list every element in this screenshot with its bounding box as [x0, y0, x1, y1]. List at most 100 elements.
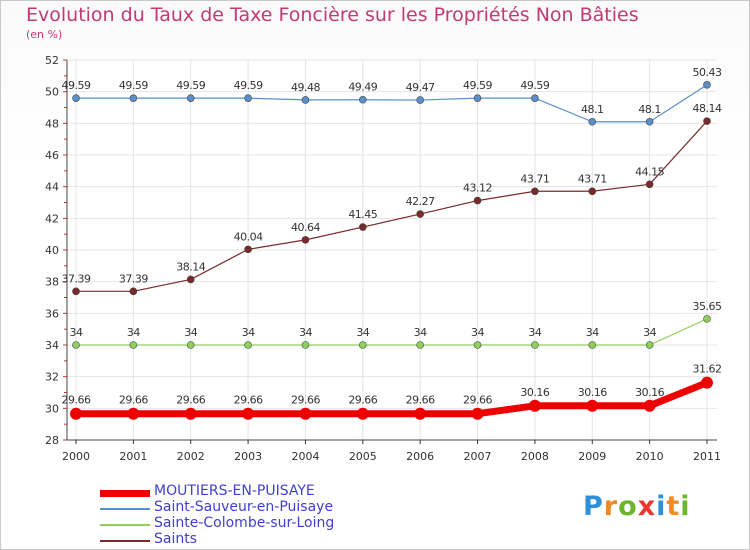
data-label: 30.16: [578, 386, 607, 399]
x-tick-label: 2008: [521, 450, 549, 463]
data-label: 48.1: [581, 103, 604, 116]
legend-label: Sainte-Colombe-sur-Loing: [154, 515, 335, 531]
data-label: 31.62: [693, 363, 722, 376]
data-label: 34: [70, 326, 83, 339]
data-point: [356, 407, 369, 420]
data-point: [703, 81, 711, 89]
data-label: 29.66: [406, 394, 435, 407]
y-tick-label: 38: [45, 276, 59, 289]
data-label: 49.47: [406, 81, 435, 94]
data-label: 34: [528, 326, 541, 339]
data-label: 49.49: [348, 81, 377, 94]
data-point: [416, 96, 424, 104]
legend-label: MOUTIERS-EN-PUISAYE: [154, 483, 315, 499]
data-label: 43.71: [578, 172, 607, 185]
data-label: 29.66: [234, 394, 263, 407]
data-label: 29.66: [291, 394, 320, 407]
data-label: 37.39: [62, 272, 91, 285]
data-point: [70, 407, 82, 420]
logo-letter: t: [666, 491, 681, 522]
data-label: 38.14: [176, 260, 205, 273]
data-label: 34: [471, 326, 484, 339]
x-tick-label: 2010: [636, 450, 664, 463]
x-tick-label: 2001: [119, 450, 147, 463]
data-label: 42.27: [406, 195, 435, 208]
logo-letter: r: [603, 491, 619, 522]
legend-swatch: [100, 540, 150, 542]
data-point: [473, 341, 482, 349]
y-tick-label: 42: [45, 212, 59, 225]
data-point: [301, 236, 310, 244]
data-point: [588, 117, 597, 126]
y-tick-label: 40: [45, 244, 59, 257]
series-line: [72, 379, 711, 418]
data-point: [645, 180, 654, 189]
data-point: [531, 187, 539, 196]
data-point: [244, 245, 252, 254]
data-label: 49.59: [520, 79, 549, 92]
data-point: [186, 94, 195, 102]
legend-swatch: [100, 524, 150, 526]
data-label: 29.66: [62, 394, 91, 407]
data-label: 40.64: [291, 221, 320, 234]
data-label: 34: [356, 326, 369, 339]
data-point: [129, 341, 138, 349]
data-point: [186, 275, 195, 284]
data-label: 29.66: [348, 394, 377, 407]
data-point: [186, 341, 195, 349]
data-label: 34: [586, 326, 599, 339]
data-point: [242, 407, 255, 420]
logo-letter: o: [618, 491, 638, 522]
data-point: [643, 399, 656, 412]
data-label: 49.48: [291, 81, 320, 94]
data-label: 30.16: [635, 386, 664, 399]
data-point: [244, 341, 252, 349]
y-tick-label: 34: [45, 339, 59, 352]
data-point: [473, 196, 482, 205]
y-tick-label: 52: [45, 54, 59, 67]
x-tick-label: 2004: [291, 450, 319, 463]
data-point: [703, 315, 711, 323]
data-point: [531, 94, 539, 102]
x-tick-label: 2003: [234, 450, 262, 463]
legend-label: Saint-Sauveur-en-Puisaye: [154, 499, 334, 515]
y-tick-label: 36: [45, 307, 59, 320]
data-label: 44.15: [635, 165, 664, 178]
data-label: 29.66: [463, 394, 492, 407]
data-label: 49.59: [234, 79, 263, 92]
data-point: [588, 187, 597, 196]
data-point: [528, 399, 541, 412]
data-point: [588, 341, 597, 349]
data-point: [645, 341, 654, 349]
data-point: [301, 341, 310, 349]
data-point: [301, 96, 310, 104]
data-point: [244, 94, 252, 102]
y-tick-label: 44: [45, 181, 59, 194]
data-label: 48.14: [693, 102, 722, 115]
data-label: 35.65: [693, 300, 722, 313]
y-tick-label: 32: [45, 371, 59, 384]
data-point: [414, 407, 427, 420]
x-tick-label: 2009: [578, 450, 606, 463]
data-point: [416, 210, 424, 218]
series-line: [75, 318, 708, 346]
data-label: 48.1: [638, 103, 661, 116]
logo-letter: i: [656, 491, 667, 522]
data-point: [531, 341, 539, 349]
logo-letter: P: [583, 491, 604, 522]
chart-title: Evolution du Taux de Taxe Foncière sur l…: [26, 4, 639, 26]
data-point: [129, 287, 138, 296]
chart-subtitle: (en %): [26, 28, 63, 41]
legend-swatch: [100, 508, 150, 510]
data-point: [299, 407, 312, 420]
x-tick-label: 2000: [62, 450, 90, 463]
data-label: 34: [414, 326, 427, 339]
data-point: [72, 287, 80, 296]
data-label: 49.59: [463, 79, 492, 92]
data-point: [416, 341, 424, 349]
data-label: 50.43: [693, 66, 722, 79]
series-line: [75, 84, 708, 123]
data-label: 29.66: [176, 394, 205, 407]
data-label: 34: [127, 326, 140, 339]
